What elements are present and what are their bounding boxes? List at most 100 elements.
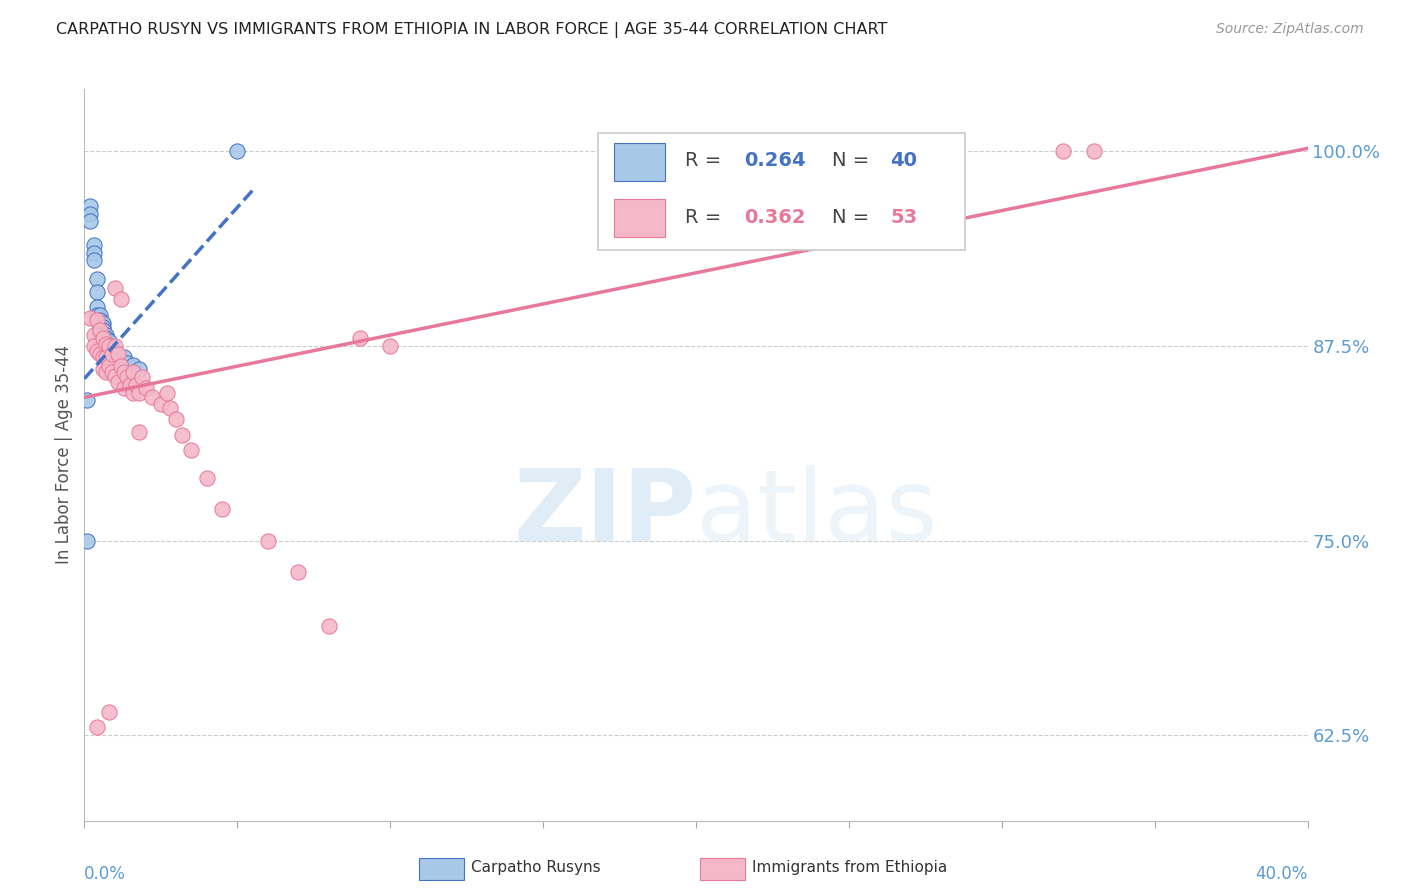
Point bbox=[128, 425, 150, 439]
Point bbox=[91, 323, 114, 337]
Point bbox=[94, 366, 117, 380]
Point bbox=[86, 720, 108, 734]
Point bbox=[125, 377, 148, 392]
Point bbox=[104, 339, 127, 353]
Point bbox=[86, 285, 108, 299]
Point bbox=[112, 366, 135, 380]
Point bbox=[97, 359, 120, 374]
Point bbox=[101, 366, 124, 380]
Point bbox=[91, 362, 114, 376]
Text: Carpatho Rusyns: Carpatho Rusyns bbox=[471, 860, 600, 874]
Point bbox=[131, 370, 153, 384]
Point bbox=[91, 331, 114, 345]
Point bbox=[83, 328, 105, 343]
Point bbox=[159, 401, 181, 416]
Point bbox=[91, 316, 114, 330]
Point bbox=[107, 347, 129, 361]
Point bbox=[165, 412, 187, 426]
Text: 0.264: 0.264 bbox=[744, 152, 806, 170]
Point bbox=[91, 320, 114, 334]
Point bbox=[1083, 145, 1105, 159]
Point bbox=[104, 281, 127, 295]
Text: R =: R = bbox=[685, 152, 727, 170]
Point bbox=[86, 300, 108, 314]
Point bbox=[128, 385, 150, 400]
Point bbox=[122, 366, 145, 380]
Text: 0.0%: 0.0% bbox=[84, 864, 127, 882]
Point bbox=[79, 310, 101, 325]
Point bbox=[79, 214, 101, 228]
Point bbox=[287, 565, 309, 579]
Point bbox=[97, 347, 120, 361]
Point bbox=[110, 293, 132, 307]
Point bbox=[226, 145, 249, 159]
Point bbox=[76, 533, 98, 548]
Point bbox=[89, 308, 111, 322]
Point bbox=[89, 312, 111, 326]
Point bbox=[122, 385, 145, 400]
Point bbox=[110, 353, 132, 368]
Text: N =: N = bbox=[832, 152, 876, 170]
Point bbox=[97, 334, 120, 349]
Point bbox=[257, 533, 280, 548]
Point bbox=[94, 337, 117, 351]
Point bbox=[380, 339, 402, 353]
Point bbox=[94, 331, 117, 345]
Point bbox=[122, 358, 145, 372]
Point bbox=[107, 350, 129, 364]
Point bbox=[83, 339, 105, 353]
Point bbox=[94, 334, 117, 349]
Point bbox=[86, 312, 108, 326]
Point bbox=[83, 253, 105, 268]
Point bbox=[89, 323, 111, 337]
Point bbox=[94, 343, 117, 358]
Point bbox=[79, 207, 101, 221]
Point bbox=[107, 375, 129, 389]
Point bbox=[104, 368, 127, 383]
Point bbox=[110, 359, 132, 374]
Point bbox=[83, 237, 105, 252]
Point bbox=[89, 326, 111, 341]
Point bbox=[91, 331, 114, 345]
Point bbox=[112, 350, 135, 364]
Point bbox=[79, 199, 101, 213]
Text: atlas: atlas bbox=[696, 465, 938, 562]
Text: 53: 53 bbox=[890, 208, 918, 227]
Text: 40: 40 bbox=[890, 152, 918, 170]
Text: 40.0%: 40.0% bbox=[1256, 864, 1308, 882]
Point bbox=[86, 343, 108, 358]
Point bbox=[149, 396, 172, 410]
Point bbox=[86, 308, 108, 322]
Point bbox=[94, 339, 117, 353]
Point bbox=[120, 377, 142, 392]
Point bbox=[97, 705, 120, 719]
Point bbox=[91, 335, 114, 350]
Point bbox=[104, 347, 127, 361]
Text: Immigrants from Ethiopia: Immigrants from Ethiopia bbox=[752, 860, 948, 874]
FancyBboxPatch shape bbox=[614, 199, 665, 236]
Text: ZIP: ZIP bbox=[513, 465, 696, 562]
Text: R =: R = bbox=[685, 208, 727, 227]
Point bbox=[318, 619, 340, 633]
Text: N =: N = bbox=[832, 208, 876, 227]
Point bbox=[128, 362, 150, 376]
Y-axis label: In Labor Force | Age 35-44: In Labor Force | Age 35-44 bbox=[55, 345, 73, 565]
Point bbox=[97, 339, 120, 353]
Point bbox=[91, 350, 114, 364]
Point bbox=[97, 339, 120, 353]
Point bbox=[76, 393, 98, 408]
Point bbox=[101, 347, 124, 361]
Point bbox=[94, 328, 117, 343]
Point bbox=[83, 245, 105, 260]
Point bbox=[86, 272, 108, 286]
Point bbox=[172, 427, 194, 442]
Point bbox=[195, 471, 218, 485]
Point bbox=[115, 370, 138, 384]
Point bbox=[89, 318, 111, 333]
Point bbox=[211, 502, 233, 516]
FancyBboxPatch shape bbox=[614, 143, 665, 180]
Point bbox=[180, 443, 202, 458]
Point bbox=[89, 347, 111, 361]
Point bbox=[91, 328, 114, 343]
Text: Source: ZipAtlas.com: Source: ZipAtlas.com bbox=[1216, 22, 1364, 37]
